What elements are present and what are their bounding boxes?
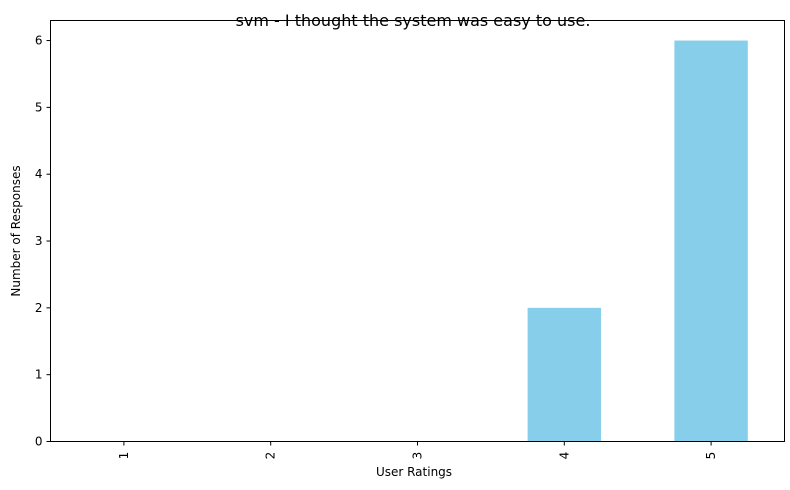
x-tick-label: 2: [264, 452, 278, 460]
bar-5: [674, 40, 748, 442]
x-tick-label: 3: [411, 452, 425, 460]
bars-group: [527, 40, 748, 442]
y-tick-label: 0: [35, 435, 43, 449]
y-tick-label: 3: [35, 234, 43, 248]
bar-4: [527, 307, 601, 442]
plot-area: 0 1 2 3 4 5 6 1 2 3 4 5: [35, 20, 785, 460]
x-ticks-group: 1 2 3 4 5: [117, 441, 718, 460]
x-tick-label: 5: [704, 452, 718, 460]
y-ticks-group: 0 1 2 3 4 5 6: [35, 34, 51, 449]
y-tick-label: 5: [35, 100, 43, 114]
plot-frame: [50, 20, 785, 442]
x-tick-label: 1: [117, 452, 131, 460]
y-tick-label: 6: [35, 34, 43, 48]
x-axis-label: User Ratings: [376, 465, 452, 479]
y-tick-label: 2: [35, 301, 43, 315]
y-tick-label: 1: [35, 368, 43, 382]
y-tick-label: 4: [35, 167, 43, 181]
y-axis-label: Number of Responses: [9, 165, 23, 296]
x-tick-label: 4: [557, 452, 571, 460]
